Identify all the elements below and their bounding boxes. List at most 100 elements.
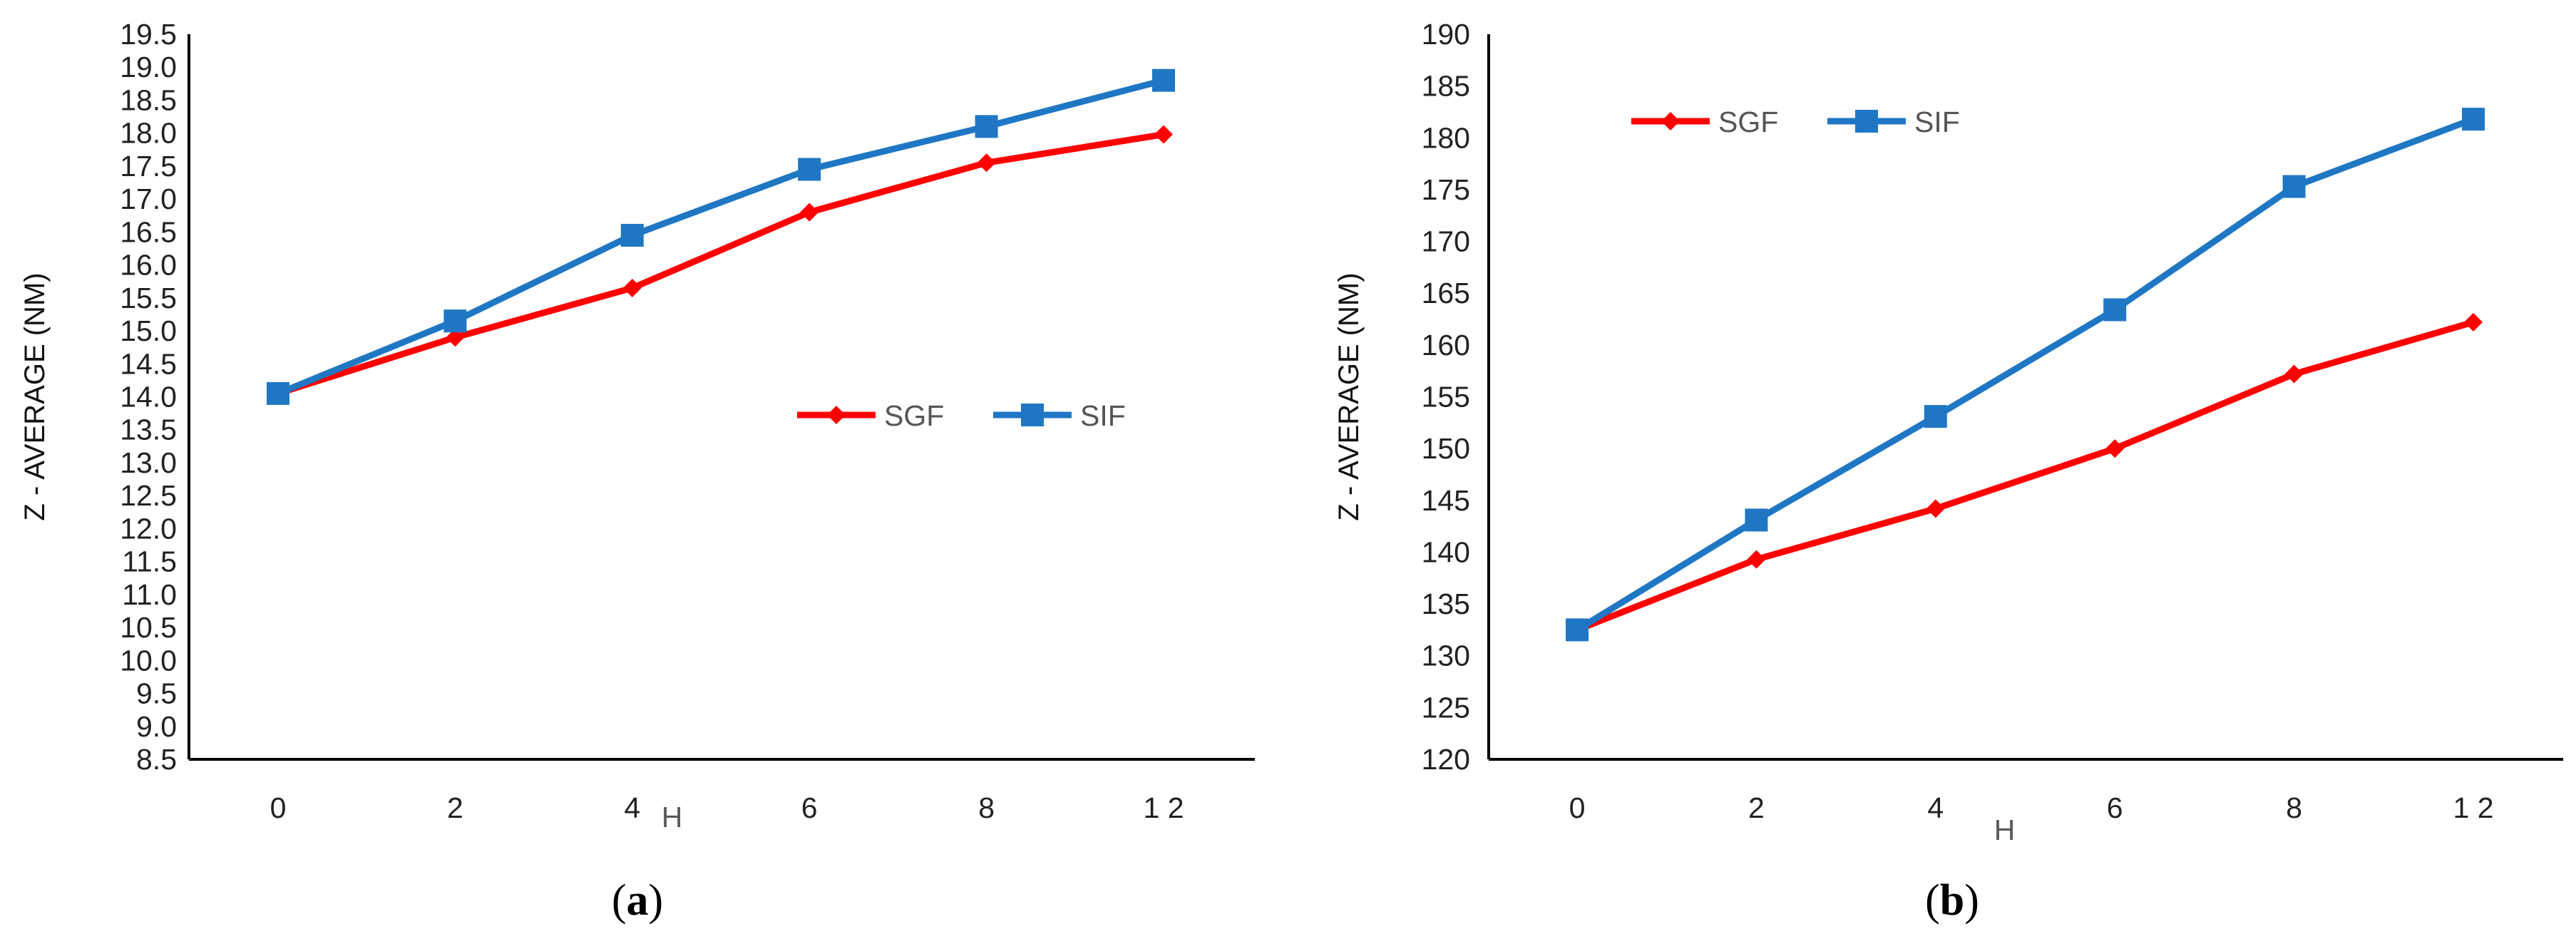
series-line-sgf (277, 131, 1164, 397)
y-tick-label: 19.5 (120, 18, 177, 51)
data-point-sgf (2105, 439, 2125, 458)
data-point-sif (1566, 618, 1589, 642)
x-tick-label: 4 (1927, 791, 1944, 824)
data-point-sgf (2464, 312, 2483, 332)
x-tick-label: 0 (1569, 791, 1586, 824)
y-tick-label: 16.5 (120, 215, 177, 248)
y-tick-label: 14.0 (120, 381, 177, 414)
series-line-sgf (1576, 319, 2475, 633)
data-point-sgf (977, 153, 996, 173)
chart-panel-b: 120 125 130 135 140 145 150 155 160 165 170 175 180 1… (1333, 18, 2563, 925)
data-point-sgf (1154, 125, 1173, 144)
series-line-sif (1575, 116, 2475, 633)
data-point-sgf (1747, 550, 1766, 569)
y-tick-label: 170 (1422, 225, 1470, 258)
data-point-sgf (2284, 364, 2304, 384)
y-tick-label: 9.5 (136, 677, 177, 710)
y-tick-label: 160 (1422, 329, 1470, 361)
y-tick-label: 10.0 (120, 644, 177, 677)
legend-marker-sif (1855, 110, 1878, 133)
y-tick-label: 10.5 (120, 611, 177, 644)
y-tick-label: 16.0 (120, 249, 177, 282)
y-tick-label: 185 (1422, 70, 1470, 103)
y-tick-label: 12.5 (120, 479, 177, 512)
x-tick-label: 8 (978, 791, 995, 824)
data-point-sif (1152, 68, 1175, 92)
y-tick-label: 12.0 (120, 512, 177, 545)
y-tick-label: 175 (1422, 173, 1470, 206)
data-point-sif (2103, 298, 2127, 322)
series-layer-b (1566, 108, 2485, 642)
data-point-sif (1745, 508, 1768, 532)
y-tick-label: 15.0 (120, 314, 177, 347)
data-point-sgf (1926, 499, 1945, 518)
y-tick-label: 19.0 (120, 51, 177, 83)
caption-a: (a) (612, 876, 663, 925)
legend-a: SGF SIF (797, 399, 1126, 432)
x-tick-label: 1 2 (2453, 791, 2494, 824)
y-tick-label: 15.5 (120, 282, 177, 314)
x-tick-labels-b: 0 2 4 6 8 1 2 (1569, 791, 2494, 824)
y-tick-label: 145 (1422, 484, 1470, 517)
data-point-sif (267, 381, 289, 405)
y-tick-label: 11.0 (122, 578, 177, 611)
data-point-sgf (622, 278, 642, 297)
y-tick-label: 11.5 (122, 545, 177, 578)
data-point-sif (975, 115, 998, 138)
y-tick-labels-b: 120 125 130 135 140 145 150 155 160 165 170 175 180 1… (1422, 18, 1470, 776)
y-tick-label: 18.5 (120, 83, 177, 116)
y-tick-label: 14.5 (120, 347, 177, 380)
x-tick-label: 2 (447, 791, 463, 824)
chart-panel-a: 8.59.09.510.010.511.011.512.012.513.013.… (19, 18, 1255, 925)
legend-label-sgf: SGF (1718, 106, 1778, 138)
data-point-sif (620, 223, 644, 247)
series-line-sif (277, 77, 1165, 397)
y-tick-label: 8.5 (136, 743, 177, 776)
x-tick-label: 2 (1748, 791, 1765, 824)
y-tick-label: 135 (1422, 587, 1470, 620)
legend-label-sgf: SGF (884, 399, 944, 432)
data-point-sgf (446, 328, 465, 347)
y-axis-title-b: Z - AVERAGE (NM) (1333, 272, 1365, 520)
y-axis-title-a: Z - AVERAGE (NM) (19, 272, 51, 520)
y-tick-label: 9.0 (136, 710, 177, 743)
y-tick-label: 18.0 (120, 117, 177, 150)
y-tick-label: 13.0 (120, 446, 177, 479)
x-tick-label: 1 2 (1144, 791, 1184, 824)
x-axis-title-b: H (1994, 814, 2016, 846)
x-tick-labels-a: 0 2 4 6 8 1 2 (270, 791, 1184, 824)
caption-letter-b: b (1940, 876, 1964, 925)
data-point-sif (443, 309, 467, 333)
y-tick-label: 140 (1422, 535, 1470, 568)
y-tick-label: 17.0 (120, 183, 177, 215)
x-tick-label: 4 (624, 791, 640, 824)
legend-marker-sgf (1661, 112, 1680, 130)
legend-label-sif: SIF (1914, 106, 1960, 138)
y-tick-label: 190 (1422, 18, 1470, 51)
y-tick-labels-a: 8.59.09.510.010.511.011.512.012.513.013.… (120, 18, 177, 776)
legend-b: SGF SIF (1631, 106, 1960, 138)
data-point-sif (1924, 405, 1947, 429)
data-point-sgf (800, 202, 819, 222)
y-tick-label: 17.5 (120, 150, 177, 183)
x-tick-label: 8 (2286, 791, 2302, 824)
y-tick-label: 155 (1422, 381, 1470, 414)
y-tick-label: 150 (1422, 432, 1470, 465)
y-tick-label: 125 (1422, 691, 1470, 724)
x-tick-label: 6 (2107, 791, 2123, 824)
y-tick-label: 180 (1422, 121, 1470, 154)
caption-letter-a: a (627, 876, 649, 925)
y-tick-label: 120 (1422, 743, 1470, 776)
x-tick-label: 6 (801, 791, 818, 824)
data-point-sif (798, 158, 821, 181)
x-tick-label: 0 (270, 791, 287, 824)
legend-marker-sgf (827, 406, 846, 424)
caption-b: (b) (1925, 876, 1979, 925)
legend-marker-sif (1021, 404, 1044, 426)
y-tick-label: 13.5 (120, 414, 177, 446)
x-axis-title-a: H (662, 801, 683, 833)
y-tick-label: 165 (1422, 277, 1470, 309)
legend-label-sif: SIF (1080, 399, 1126, 432)
data-point-sif (2282, 175, 2306, 198)
data-point-sif (2462, 108, 2485, 131)
